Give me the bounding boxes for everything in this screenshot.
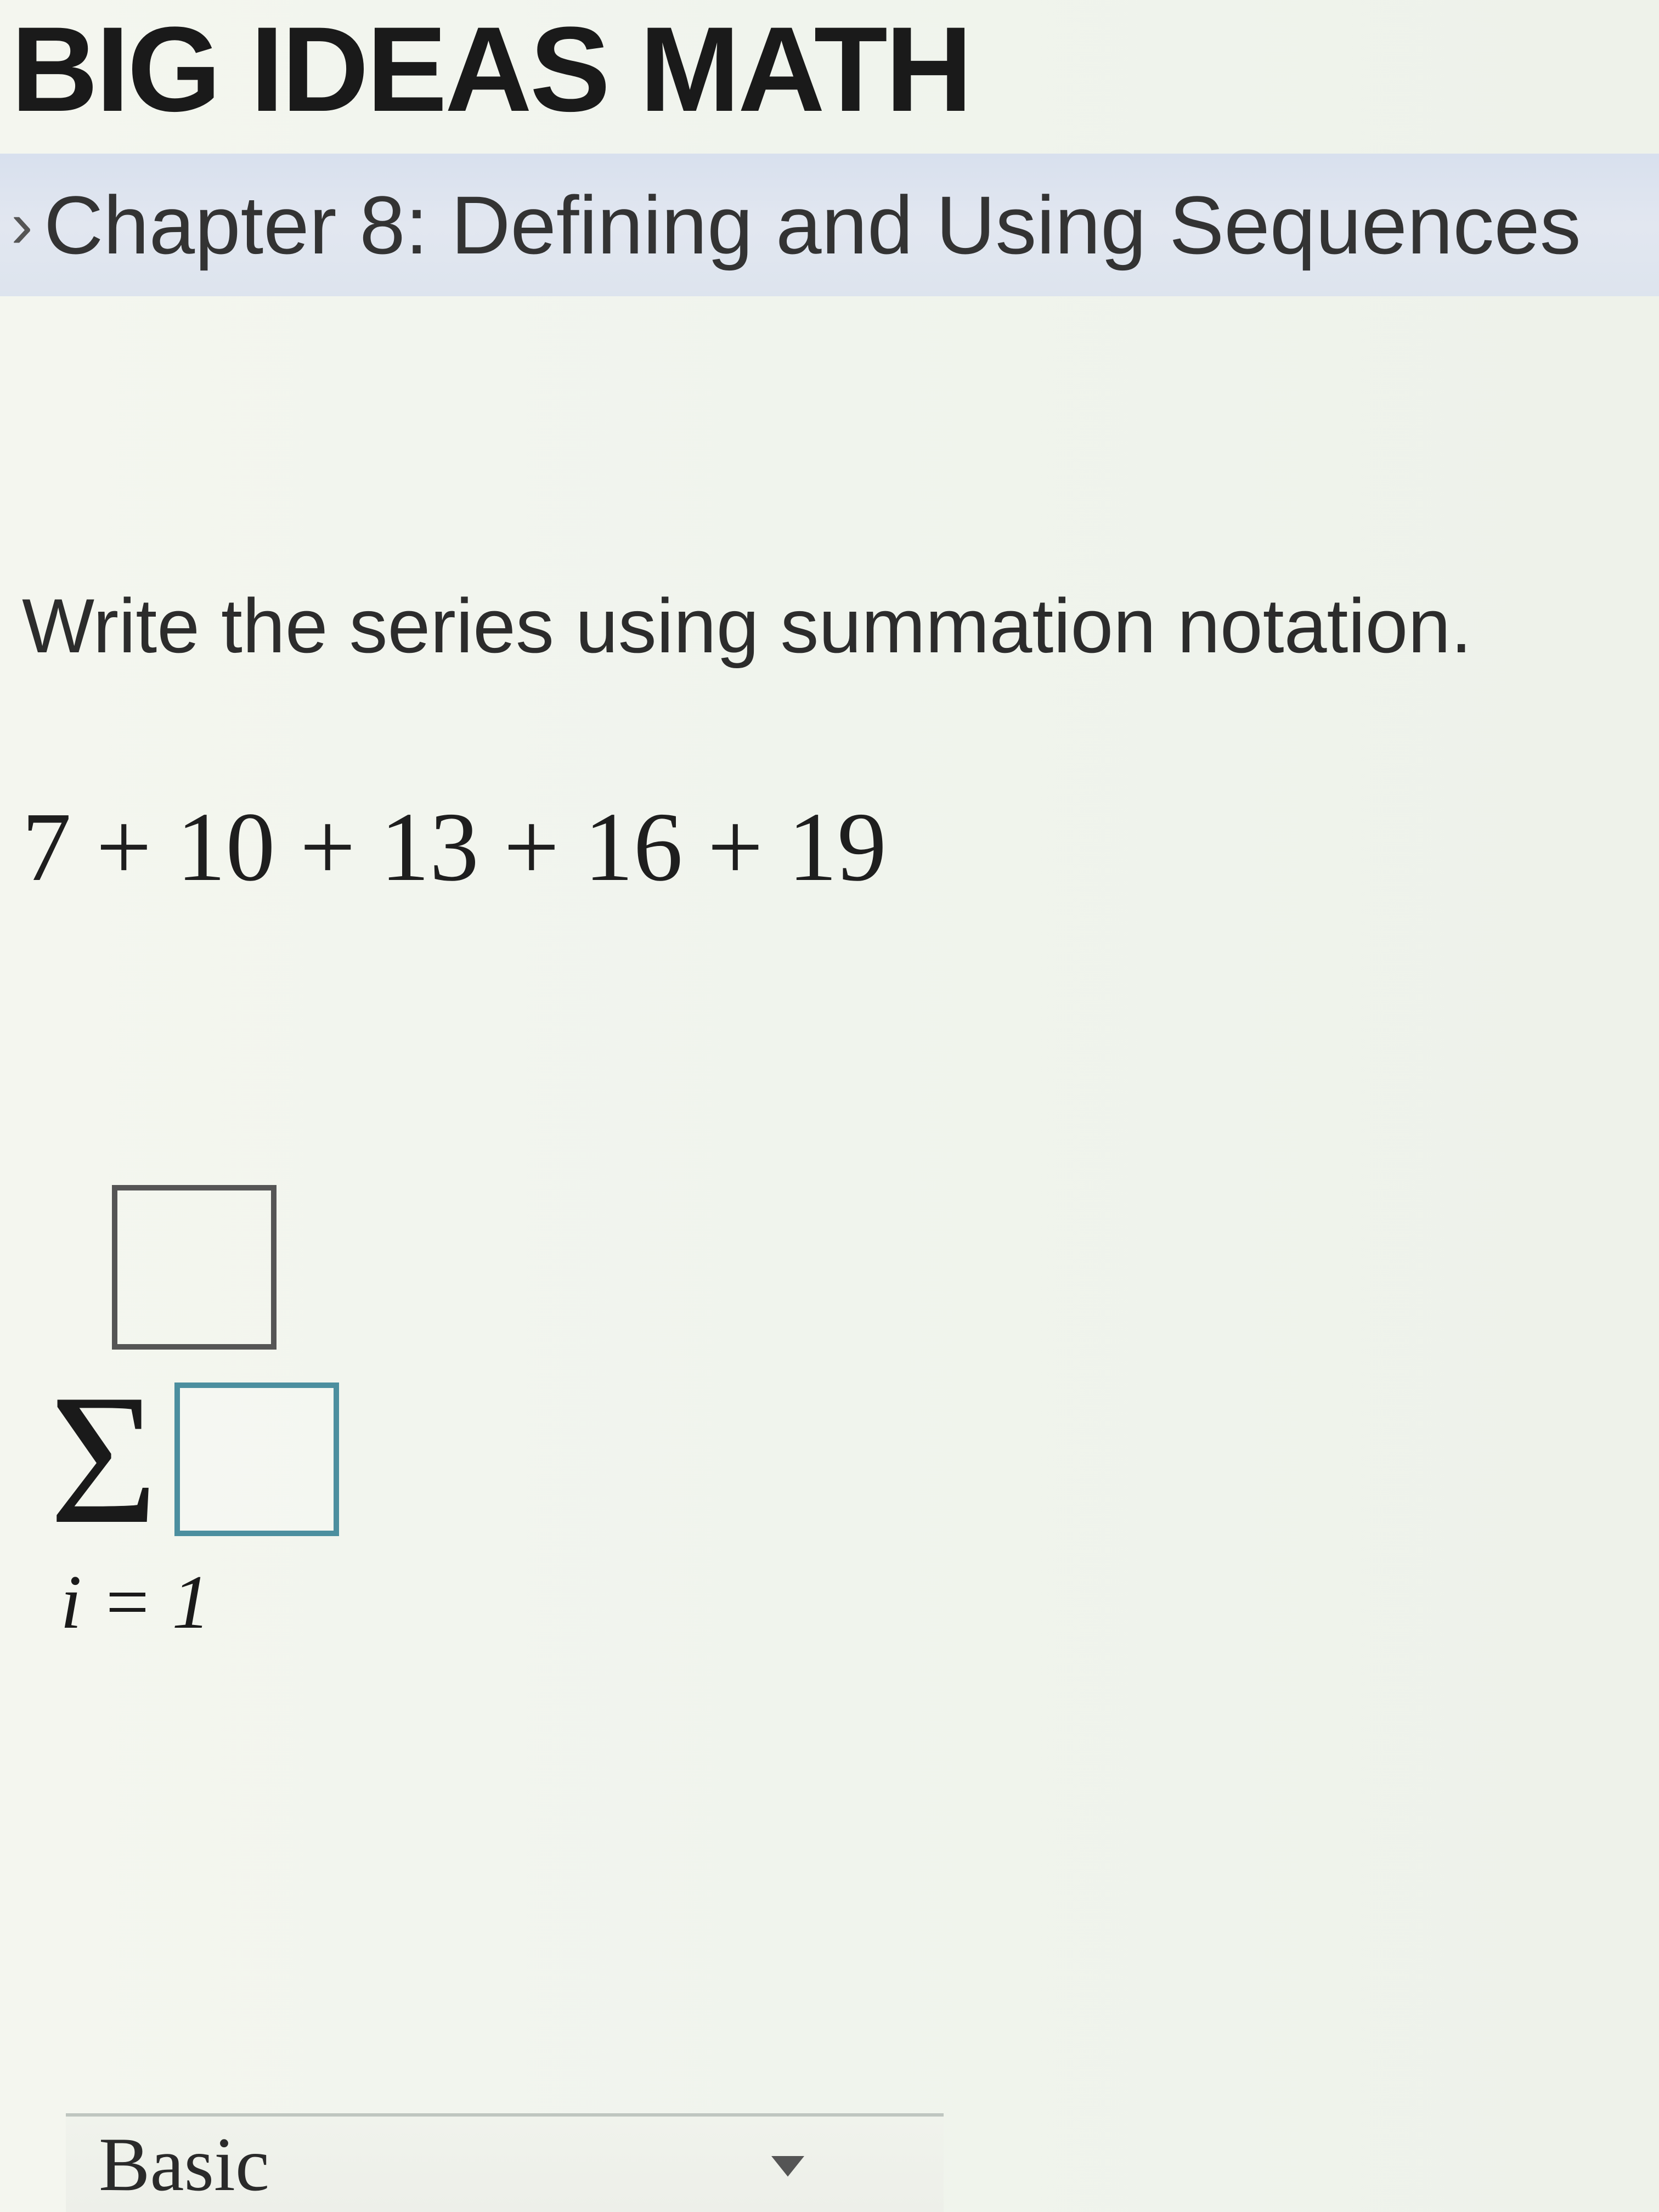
lower-bound-label: i = 1 (49, 1558, 210, 1646)
caret-down-icon[interactable] (763, 2140, 812, 2189)
sigma-symbol: Σ (49, 1366, 158, 1553)
chevron-right-icon: › (11, 192, 33, 258)
upper-bound-input[interactable] (112, 1185, 276, 1350)
summation-term-input[interactable] (174, 1383, 339, 1536)
summation-answer-block: Σ i = 1 (49, 1185, 339, 1646)
chapter-breadcrumb-bar[interactable]: › Chapter 8: Defining and Using Sequence… (0, 154, 1659, 296)
chapter-title: Chapter 8: Defining and Using Sequences (44, 178, 1581, 273)
question-prompt: Write the series using summation notatio… (22, 582, 1472, 670)
series-expression: 7 + 10 + 13 + 16 + 19 (22, 790, 887, 904)
math-input-toolbar[interactable]: Basic (66, 2113, 944, 2212)
input-mode-label: Basic (99, 2120, 269, 2209)
brand-title: BIG IDEAS MATH (11, 0, 970, 139)
